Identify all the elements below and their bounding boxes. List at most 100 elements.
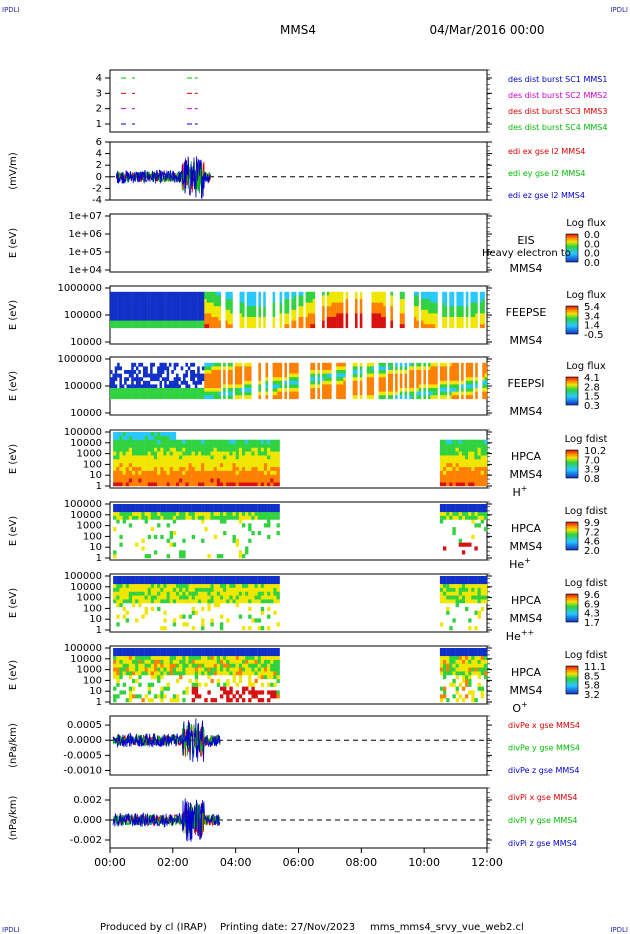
heatmap-cell <box>253 302 257 307</box>
heatmap-cell <box>150 515 155 520</box>
heatmap-cell <box>116 678 120 684</box>
heatmap-cell <box>150 384 153 389</box>
heatmap-cell <box>126 302 130 307</box>
heatmap-cell <box>178 384 181 389</box>
heatmap-cell <box>223 373 226 378</box>
heatmap-cell <box>404 366 408 371</box>
heatmap-cell <box>267 443 271 448</box>
heatmap-cell <box>209 313 212 318</box>
heatmap-cell <box>226 663 230 668</box>
heatmap-cell <box>235 583 240 588</box>
heatmap-cell <box>163 663 167 668</box>
heatmap-cell <box>242 459 246 464</box>
heatmap-cell <box>435 395 438 400</box>
heatmap-cell <box>232 671 236 676</box>
heatmap-cell <box>201 655 205 660</box>
heatmap-cell <box>458 320 462 325</box>
heatmap-cell <box>307 309 311 314</box>
heatmap-cell <box>260 698 265 703</box>
heatmap-cell <box>201 651 205 657</box>
heatmap-cell <box>172 447 177 452</box>
heatmap-cell <box>279 306 283 311</box>
heatmap-cell <box>125 451 130 456</box>
heatmap-cell <box>451 291 455 296</box>
heatmap-cell <box>125 667 130 672</box>
heatmap-cell <box>157 377 160 382</box>
heatmap-cell <box>267 515 271 520</box>
heatmap-cell <box>176 391 179 396</box>
heatmap-cell <box>329 309 332 314</box>
heatmap-cell <box>444 373 448 378</box>
heatmap-cell <box>128 595 133 600</box>
heatmap-cell <box>263 648 268 653</box>
heatmap-cell <box>291 366 294 371</box>
heatmap-cell <box>245 511 249 516</box>
heatmap-cell <box>112 324 115 329</box>
heatmap-cell <box>124 313 127 318</box>
heatmap-cell <box>248 651 252 657</box>
heatmap-cell <box>381 380 384 385</box>
heatmap-cell <box>322 299 325 303</box>
heatmap-cell <box>190 373 193 378</box>
heatmap-cell <box>246 377 250 382</box>
heatmap-cell <box>144 694 148 699</box>
heatmap-cell <box>336 377 339 382</box>
heatmap-cell <box>135 478 139 483</box>
heatmap-cell <box>171 317 174 321</box>
heatmap-cell <box>273 459 277 464</box>
heatmap-cell <box>191 462 196 468</box>
heatmap-cell <box>179 576 183 581</box>
heatmap-cell <box>251 459 255 464</box>
heatmap-cell <box>355 384 358 389</box>
heatmap-cell <box>178 391 181 396</box>
heatmap-cell <box>183 302 186 307</box>
heatmap-cell <box>223 466 227 471</box>
heatmap-cell <box>116 459 120 464</box>
heatmap-cell <box>276 459 280 464</box>
heatmap-cell <box>116 622 120 627</box>
heatmap-cell <box>144 583 148 588</box>
heatmap-cell <box>188 455 192 460</box>
heatmap-cell <box>355 373 358 378</box>
heatmap-cell <box>185 302 188 307</box>
heatmap-cell <box>465 306 469 311</box>
heatmap-cell <box>201 626 205 631</box>
heatmap-cell <box>207 648 211 653</box>
heatmap-cell <box>305 299 309 303</box>
heatmap-cell <box>444 324 448 329</box>
heatmap-cell <box>345 320 349 325</box>
heatmap-cell <box>443 439 447 444</box>
heatmap-cell <box>161 313 165 318</box>
heatmap-cell <box>468 651 472 657</box>
heatmap-cell <box>141 478 145 483</box>
heatmap-cell <box>135 302 139 307</box>
heatmap-cell <box>150 682 155 687</box>
heatmap-cell <box>182 550 186 555</box>
heatmap-cell <box>443 591 447 596</box>
heatmap-cell <box>220 655 224 660</box>
heatmap-cell <box>147 302 151 307</box>
heatmap-cell <box>122 659 126 664</box>
heatmap-cell <box>452 595 456 600</box>
heatmap-cell <box>128 474 133 479</box>
heatmap-cell <box>267 587 271 592</box>
heatmap-cell <box>166 320 170 325</box>
heatmap-cell <box>138 671 142 676</box>
heatmap-cell <box>449 474 453 479</box>
heatmap-cell <box>439 455 444 460</box>
heatmap-cell <box>326 395 330 400</box>
heatmap-cell <box>206 391 210 396</box>
heatmap-cell <box>340 320 344 325</box>
heatmap-cell <box>159 313 163 318</box>
heatmap-cell <box>116 579 120 585</box>
heatmap-cell <box>474 610 478 615</box>
heatmap-cell <box>182 459 186 464</box>
heatmap-cell <box>172 511 177 516</box>
heatmap-cell <box>239 295 243 300</box>
heatmap-cell <box>218 299 221 303</box>
heatmap-cell <box>310 388 313 392</box>
heatmap-cell <box>138 291 141 296</box>
heatmap-cell <box>141 651 145 657</box>
heatmap-cell <box>376 317 379 321</box>
heatmap-cell <box>187 313 191 318</box>
